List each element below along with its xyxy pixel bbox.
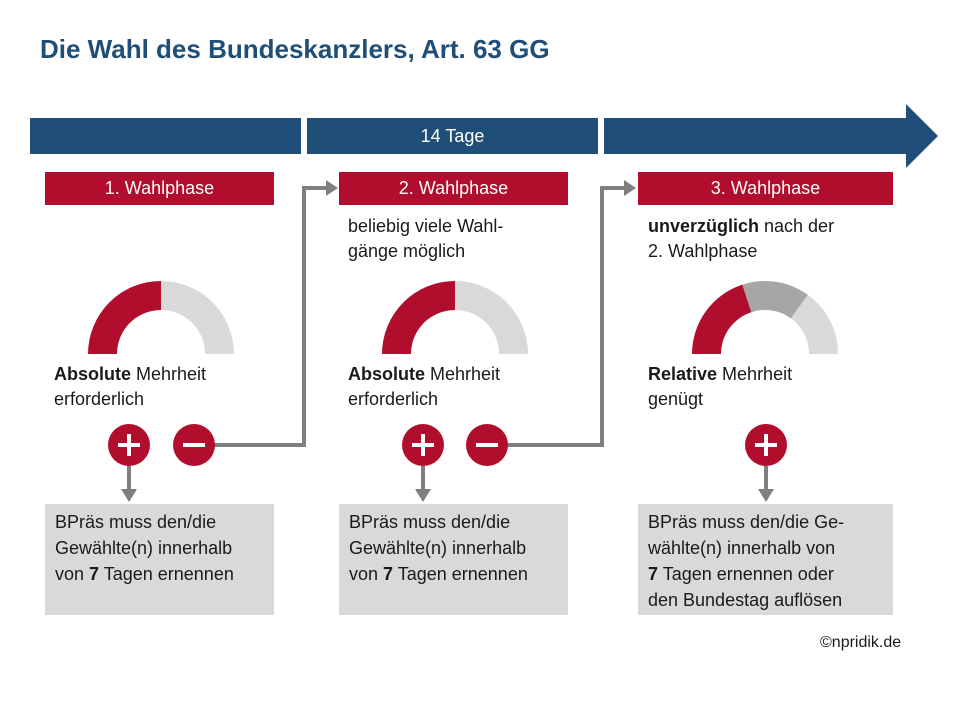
arrow-down-2 bbox=[415, 489, 431, 502]
phase-1-majority: Absolute Mehrheit erforderlich bbox=[54, 364, 207, 409]
credit: ©npridik.de bbox=[820, 634, 902, 651]
arrow-down-1 bbox=[121, 489, 137, 502]
gauge-2 bbox=[382, 281, 528, 354]
gauge-3 bbox=[692, 280, 838, 354]
phase-3-result: BPräs muss den/die Ge- wählte(n) innerha… bbox=[638, 504, 893, 615]
plus-icon bbox=[402, 424, 444, 466]
phase-3-majority: Relative Mehrheit genügt bbox=[648, 364, 793, 409]
phase-3-note: unverzüglich nach der 2. Wahlphase bbox=[648, 216, 835, 261]
minus-icon bbox=[466, 424, 508, 466]
phase-2-majority: Absolute Mehrheit erforderlich bbox=[348, 364, 501, 409]
timeline-segment-1 bbox=[30, 118, 301, 154]
plus-icon bbox=[108, 424, 150, 466]
connector-phase2-to-phase3 bbox=[508, 186, 628, 447]
timeline-segment-3 bbox=[604, 118, 908, 154]
minus-icon bbox=[173, 424, 215, 466]
timeline-segment-2: 14 Tage bbox=[307, 118, 598, 154]
phase-3-header: 3. Wahlphase bbox=[638, 172, 893, 205]
plus-icon bbox=[745, 424, 787, 466]
phase-2-note: beliebig viele Wahl- gänge möglich bbox=[348, 216, 504, 261]
connector-phase1-to-phase2 bbox=[214, 186, 330, 447]
arrow-down-3 bbox=[758, 489, 774, 502]
phase-2-result: BPräs muss den/die Gewählte(n) innerhalb… bbox=[339, 504, 568, 615]
phase-1-result: BPräs muss den/die Gewählte(n) innerhalb… bbox=[45, 504, 274, 615]
phase-1-header: 1. Wahlphase bbox=[45, 172, 274, 205]
phase-2-header: 2. Wahlphase bbox=[339, 172, 568, 205]
timeline-label: 14 Tage bbox=[420, 126, 485, 146]
gauge-1 bbox=[88, 281, 234, 354]
page-title: Die Wahl des Bundeskanzlers, Art. 63 GG bbox=[40, 34, 550, 64]
